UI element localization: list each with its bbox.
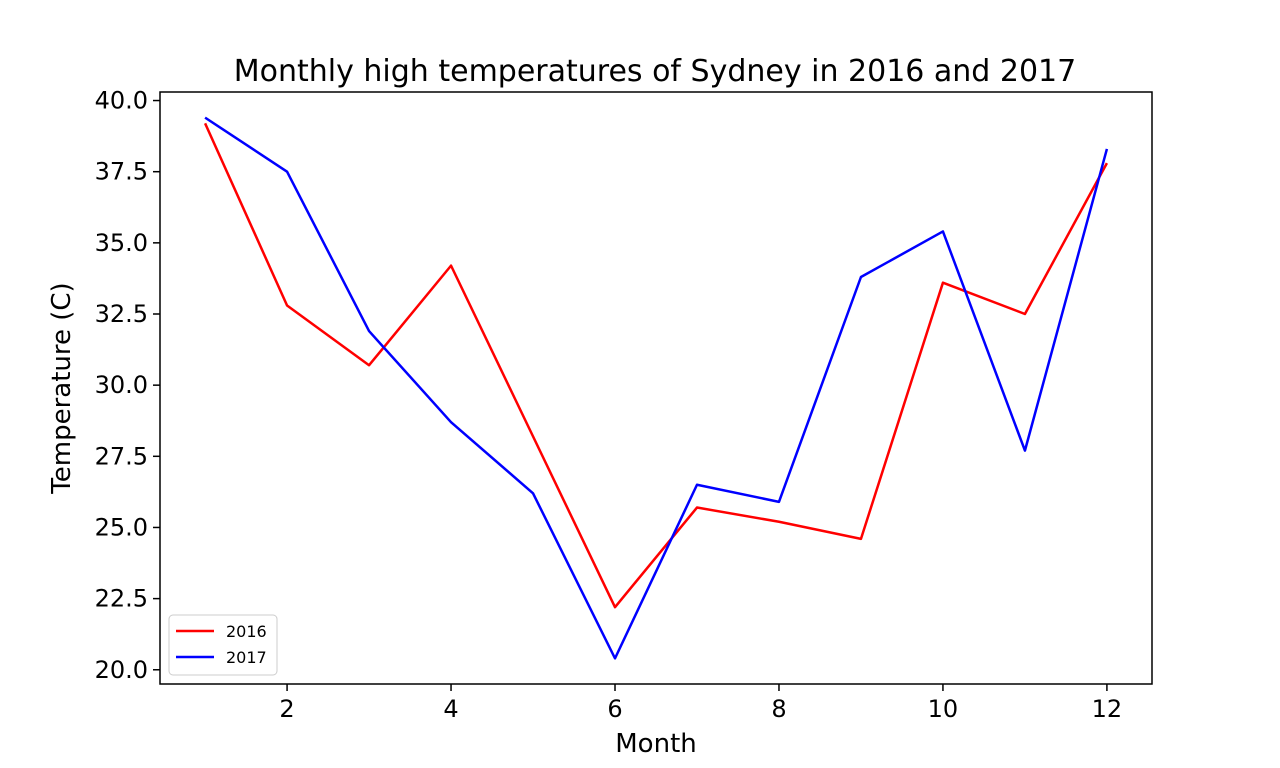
y-tick-label: 40.0 — [95, 87, 148, 115]
x-axis-title: Month — [615, 729, 697, 759]
x-tick-label: 12 — [1092, 695, 1123, 723]
plot-frame — [159, 91, 1153, 685]
y-axis-ticks: 20.0 22.5 25.0 27.5 30.0 32.5 35.0 37.5 40.0 — [95, 87, 160, 684]
y-tick-label: 27.5 — [95, 442, 148, 470]
series-lines — [203, 116, 1109, 660]
x-tick-label: 6 — [607, 695, 622, 723]
y-axis-title: Temperature (C) — [47, 282, 77, 494]
legend-label-2016: 2016 — [226, 622, 267, 641]
chart-title: Monthly high temperatures of Sydney in 2… — [234, 54, 1076, 89]
y-tick-label: 35.0 — [95, 229, 148, 257]
x-tick-label: 10 — [928, 695, 959, 723]
legend: 2016 2017 — [168, 614, 278, 676]
y-tick-label: 30.0 — [95, 371, 148, 399]
x-tick-label: 2 — [279, 695, 294, 723]
y-tick-label: 32.5 — [95, 300, 148, 328]
series-line-2017 — [204, 116, 1109, 660]
y-tick-label: 22.5 — [95, 585, 148, 613]
plot-area: 2 4 6 8 10 12 20.0 22.5 25.0 27.5 30.0 32.5 35.0 37.… — [95, 87, 1153, 723]
y-tick-label: 37.5 — [95, 158, 148, 186]
x-tick-label: 4 — [443, 695, 458, 723]
y-tick-label: 25.0 — [95, 513, 148, 541]
series-line-2016 — [203, 122, 1109, 609]
y-tick-label: 20.0 — [95, 656, 148, 684]
x-axis-ticks: 2 4 6 8 10 12 — [279, 684, 1122, 723]
x-tick-label: 8 — [771, 695, 786, 723]
legend-label-2017: 2017 — [226, 648, 267, 667]
